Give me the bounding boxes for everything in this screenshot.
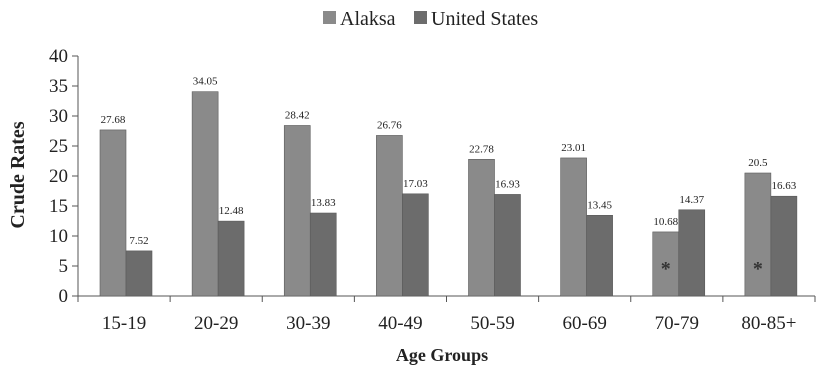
bar-alaksa [283, 125, 311, 297]
asterisk-annotation: * [753, 258, 763, 280]
annotations: * * [661, 258, 763, 280]
y-tick-label: 40 [49, 46, 68, 67]
x-axis-title: Age Groups [396, 345, 488, 365]
legend: Alaksa United States [323, 8, 538, 30]
y-tick-label: 5 [59, 256, 69, 277]
bar-value-label: 10.68 [653, 216, 678, 228]
bar-value-label: 20.5 [748, 157, 768, 169]
bar-united-states [678, 209, 706, 297]
bar-value-label: 26.76 [377, 119, 402, 131]
bar-united-states [125, 250, 153, 297]
bar-labels: 27.68 34.05 28.42 26.76 22.78 23.01 10.68 20.5 7… [101, 76, 797, 247]
bar-alaksa [560, 157, 587, 297]
y-tick-label: 10 [49, 226, 68, 247]
bar-united-states [217, 220, 245, 297]
bar-alaksa [99, 129, 127, 297]
bar-value-label: 16.63 [772, 180, 797, 192]
y-tick-label: 35 [49, 76, 68, 97]
bar-value-label: 16.93 [495, 178, 520, 190]
x-tick-label: 30-39 [286, 313, 330, 334]
bar-united-states [586, 215, 613, 297]
bar-value-label: 13.45 [587, 199, 612, 211]
x-tick-label: 40-49 [378, 313, 422, 334]
bar-alaksa [191, 91, 219, 297]
legend-swatch [414, 11, 427, 24]
y-tick-label: 0 [59, 286, 69, 307]
bar-value-label: 7.52 [129, 235, 148, 247]
bar-united-states [770, 195, 798, 297]
bar-value-label: 22.78 [469, 143, 494, 155]
bar-united-states [309, 212, 337, 297]
x-tick-label: 60-69 [563, 313, 607, 334]
bar-value-label: 12.48 [219, 205, 244, 217]
y-axis-title: Crude Rates [7, 121, 29, 228]
bar-united-states [402, 193, 429, 297]
bar-alaksa [744, 172, 772, 297]
bar-value-label: 27.68 [101, 114, 126, 126]
x-tick-label: 70-79 [655, 313, 699, 334]
bar-alaksa [376, 135, 403, 297]
y-axis: 0 5 10 15 20 25 30 35 40 [49, 46, 79, 307]
bars [99, 91, 798, 297]
legend-label: United States [431, 8, 538, 30]
x-axis: 15-19 20-29 30-39 40-49 50-59 60-69 70-79 80-85… [77, 295, 816, 334]
x-tick-label: 20-29 [194, 313, 238, 334]
x-tick-label: 15-19 [102, 313, 146, 334]
bar-value-label: 13.83 [311, 197, 336, 209]
x-tick-label: 80-85+ [741, 313, 796, 334]
y-tick-label: 25 [49, 136, 68, 157]
y-tick-label: 15 [49, 196, 68, 217]
asterisk-annotation: * [661, 258, 671, 280]
bar-united-states [494, 194, 521, 297]
bar-value-label: 28.42 [285, 109, 310, 121]
y-tick-label: 30 [49, 106, 68, 127]
legend-swatch [323, 11, 336, 24]
legend-label: Alaksa [340, 8, 396, 30]
bar-alaksa [468, 159, 495, 297]
x-tick-label: 50-59 [470, 313, 514, 334]
bar-value-label: 23.01 [561, 142, 586, 154]
bar-value-label: 34.05 [193, 76, 218, 88]
bar-value-label: 14.37 [679, 194, 704, 206]
y-tick-label: 20 [49, 166, 68, 187]
bar-value-label: 17.03 [403, 178, 428, 190]
